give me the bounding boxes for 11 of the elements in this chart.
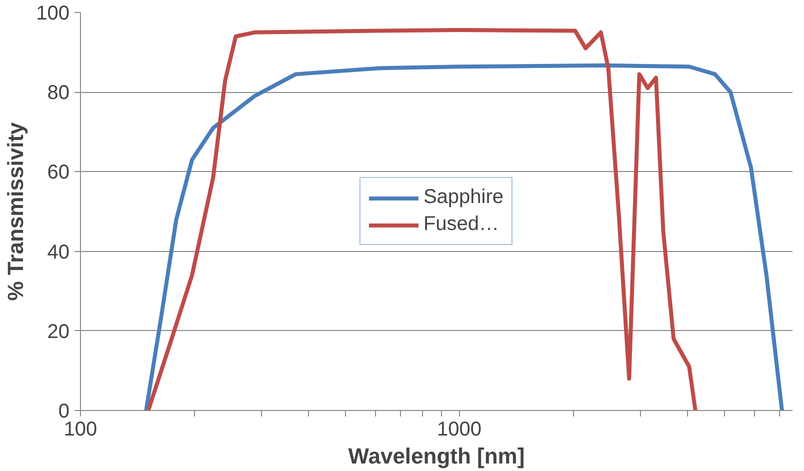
y-tick-label: 20	[47, 320, 70, 343]
y-tick-label: 40	[47, 241, 70, 264]
y-tick-label: 0	[58, 400, 70, 422]
y-tick-label: 60	[47, 162, 70, 184]
y-tick-label: 80	[47, 82, 70, 104]
legend-label: Fused…	[423, 213, 500, 236]
y-tick-label: 100	[36, 2, 70, 24]
x-axis-title: Wavelength [nm]	[348, 444, 525, 468]
y-axis-title: % Transmissivity	[3, 121, 28, 301]
x-tick-label: 1000	[437, 418, 482, 440]
legend-label: Sapphire	[423, 186, 504, 209]
